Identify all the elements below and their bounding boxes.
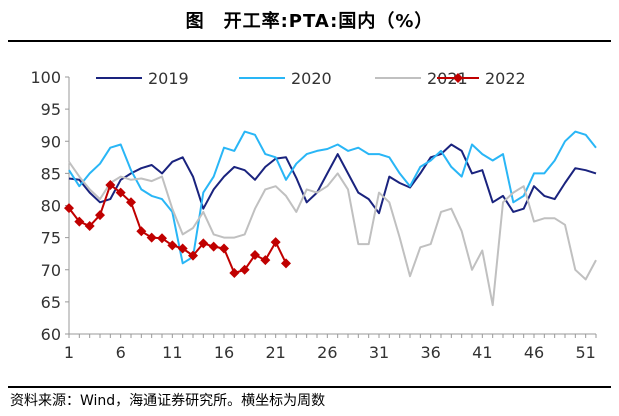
series-line-2019 <box>68 143 597 215</box>
y-tick-label: 80 <box>41 197 61 216</box>
legend-marker-2022 <box>453 73 463 83</box>
legend-item-2020: 2020 <box>239 69 332 88</box>
bottom-rule <box>8 386 611 388</box>
data-point-2022 <box>146 232 157 243</box>
data-point-2022 <box>84 221 95 232</box>
y-tick-label: 100 <box>30 68 61 87</box>
data-point-2022 <box>208 241 219 252</box>
data-point-2022 <box>126 197 136 208</box>
x-tick-label: 21 <box>265 343 285 362</box>
data-point-2022 <box>157 233 167 244</box>
x-tick-label: 51 <box>575 343 595 362</box>
data-point-2022 <box>177 243 188 254</box>
chart-title: 图 开工率:PTA:国内（%） <box>185 11 434 32</box>
data-point-2022 <box>188 250 198 261</box>
x-tick-label: 16 <box>214 343 234 362</box>
series-line-2020 <box>68 130 597 265</box>
y-tick-label: 90 <box>41 132 61 151</box>
legend-label-2019: 2019 <box>148 69 189 88</box>
series-2020 <box>68 130 597 265</box>
data-point-2022 <box>136 226 147 237</box>
x-axis-ticks: 1 6 11 16 21 26 31 36 41 46 51 <box>64 334 597 362</box>
title-bar: 图 开工率:PTA:国内（%） <box>0 0 619 40</box>
data-point-2022 <box>281 258 291 269</box>
data-point-2022 <box>167 240 178 251</box>
data-point-2022 <box>219 243 229 254</box>
x-tick-label: 11 <box>162 343 182 362</box>
legend-item-2019: 2019 <box>96 69 189 88</box>
data-point-2022 <box>64 203 74 214</box>
data-point-2022 <box>229 267 240 278</box>
legend: 2019 2020 2021 2022 <box>96 69 526 88</box>
data-point-2022 <box>74 216 85 227</box>
x-tick-label: 26 <box>317 343 337 362</box>
series-2019 <box>68 143 597 215</box>
series-2022 <box>64 179 291 278</box>
x-tick-label: 41 <box>472 343 492 362</box>
y-tick-label: 95 <box>41 100 61 119</box>
y-tick-label: 70 <box>41 261 61 280</box>
y-axis-ticks: 60 65 70 75 80 85 90 95 100 <box>30 68 69 344</box>
series-line-2021 <box>68 161 597 307</box>
data-point-2022 <box>95 210 105 221</box>
data-point-2022 <box>239 264 250 275</box>
y-tick-label: 75 <box>41 229 61 248</box>
series-layer <box>64 130 597 307</box>
x-tick-label: 31 <box>369 343 389 362</box>
y-tick-label: 85 <box>41 164 61 183</box>
data-point-2022 <box>198 238 209 249</box>
x-tick-label: 6 <box>116 343 126 362</box>
data-point-2022 <box>115 187 126 198</box>
data-point-2022 <box>105 179 116 190</box>
legend-item-2022: 2022 <box>437 69 526 88</box>
y-tick-label: 65 <box>41 293 61 312</box>
x-tick-label: 1 <box>64 343 74 362</box>
x-tick-label: 46 <box>524 343 544 362</box>
y-tick-label: 60 <box>41 325 61 344</box>
data-point-2022 <box>250 249 260 260</box>
legend-label-2022: 2022 <box>485 69 526 88</box>
data-point-2022 <box>270 237 281 248</box>
x-tick-label: 36 <box>420 343 440 362</box>
series-2021 <box>68 161 597 307</box>
data-point-2022 <box>260 255 271 266</box>
series-line-2022 <box>68 183 287 274</box>
source-note: 资料来源：Wind，海通证券研究所。横坐标为周数 <box>10 393 326 409</box>
top-rule <box>8 40 611 42</box>
legend-label-2020: 2020 <box>291 69 332 88</box>
